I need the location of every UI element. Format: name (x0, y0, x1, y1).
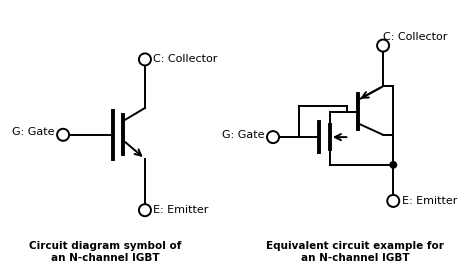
Text: C: Collector: C: Collector (383, 32, 447, 42)
Text: E: Emitter: E: Emitter (401, 196, 457, 206)
Text: Equivalent circuit example for
an N-channel IGBT: Equivalent circuit example for an N-chan… (266, 241, 444, 263)
Circle shape (387, 195, 399, 207)
Circle shape (57, 129, 69, 141)
Text: E: Emitter: E: Emitter (153, 205, 209, 215)
Circle shape (139, 53, 151, 65)
Text: G: Gate: G: Gate (12, 127, 55, 137)
Circle shape (390, 161, 397, 168)
Text: C: Collector: C: Collector (153, 54, 218, 65)
Text: G: Gate: G: Gate (222, 130, 264, 140)
Circle shape (377, 40, 389, 52)
Circle shape (267, 131, 279, 143)
Text: Circuit diagram symbol of
an N-channel IGBT: Circuit diagram symbol of an N-channel I… (29, 241, 182, 263)
Circle shape (139, 204, 151, 216)
